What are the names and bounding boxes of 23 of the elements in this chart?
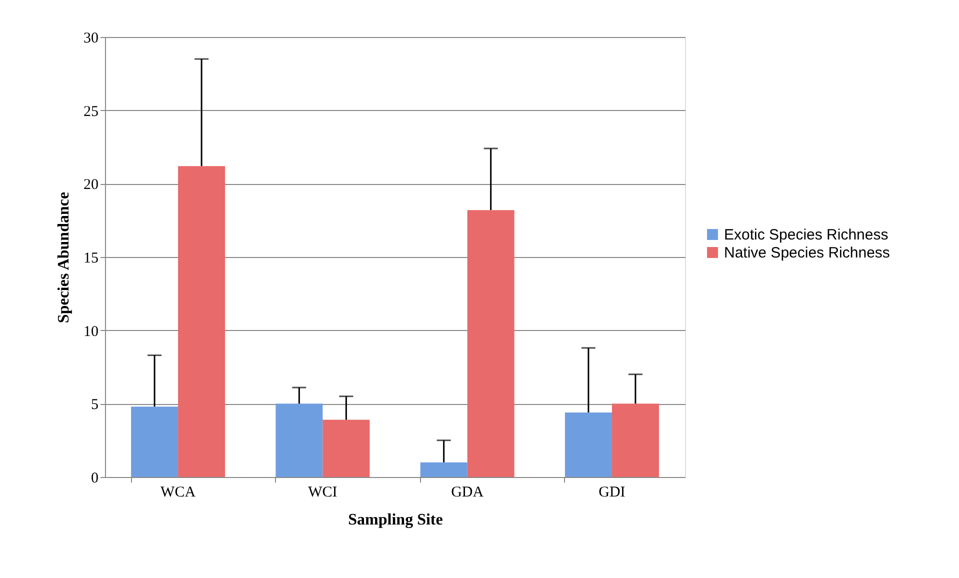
bar — [276, 404, 323, 477]
bar — [612, 404, 659, 477]
y-tick-label: 15 — [84, 250, 98, 266]
y-tick-label: 20 — [84, 177, 98, 194]
y-tick-label: 25 — [84, 104, 98, 120]
y-tick-label: 0 — [91, 470, 98, 486]
legend-label: Native Species Richness — [724, 244, 890, 262]
bar — [178, 166, 226, 477]
bar — [564, 412, 612, 477]
x-tick-label: GDA — [451, 484, 484, 500]
x-tick-label: WCI — [308, 484, 338, 500]
x-tick-label: WCA — [160, 484, 196, 500]
y-tick-label: 5 — [91, 397, 98, 414]
bar — [467, 210, 514, 477]
bar — [131, 406, 178, 477]
y-axis-title: Species Abundance — [56, 192, 72, 324]
bar — [322, 420, 370, 477]
x-tick-label: GDI — [598, 484, 626, 500]
y-tick-label: 30 — [84, 30, 98, 46]
x-axis-title: Sampling Site — [348, 512, 443, 528]
legend-label: Exotic Species Richness — [724, 226, 888, 244]
bar — [420, 462, 468, 477]
y-tick-label: 10 — [84, 324, 98, 340]
